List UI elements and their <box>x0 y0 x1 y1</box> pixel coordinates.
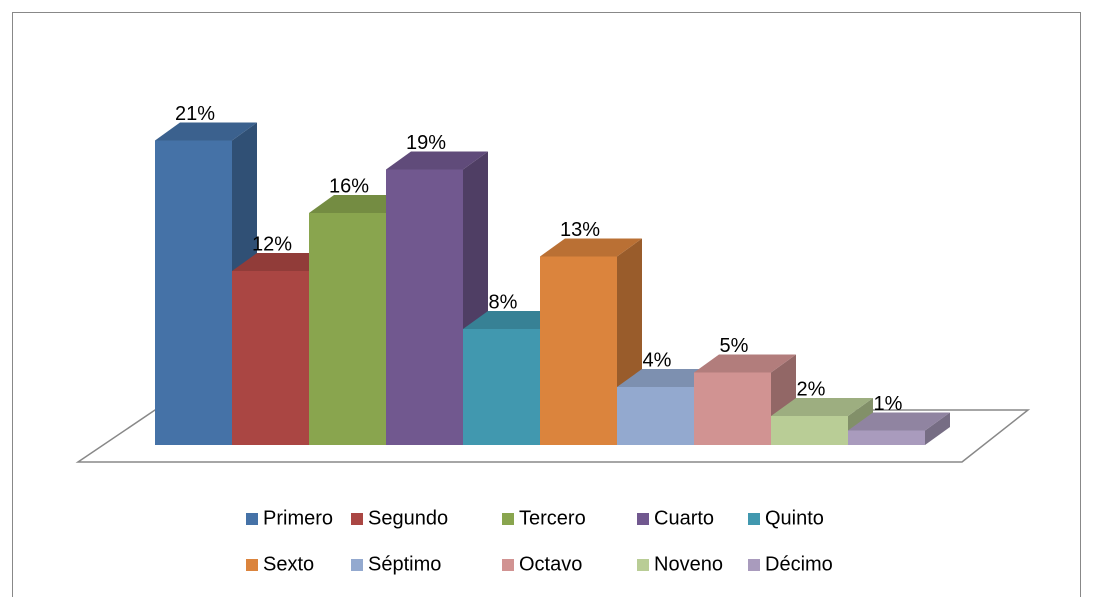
bar <box>309 213 386 445</box>
legend-swatch <box>748 513 760 525</box>
legend-label: Séptimo <box>368 553 441 575</box>
bar <box>617 387 694 445</box>
bar <box>386 169 463 445</box>
bar-top <box>463 311 565 329</box>
bar-top <box>155 122 257 141</box>
data-label: 21% <box>175 103 215 125</box>
legend-label: Noveno <box>654 553 723 575</box>
legend-label: Cuarto <box>654 507 714 529</box>
legend-label: Tercero <box>519 507 586 529</box>
bar-top <box>540 238 642 257</box>
legend-label: Octavo <box>519 553 582 575</box>
bar <box>232 271 309 445</box>
data-label: 19% <box>406 132 446 154</box>
legend-label: Segundo <box>368 507 448 529</box>
bar-top <box>694 354 796 373</box>
legend-label: Primero <box>263 507 333 529</box>
bar-top <box>771 398 873 416</box>
data-label: 1% <box>874 393 903 415</box>
bar <box>694 372 771 445</box>
bar <box>540 256 617 445</box>
legend-swatch <box>637 513 649 525</box>
legend-swatch <box>748 559 760 571</box>
bar-top <box>617 369 719 387</box>
data-label: 16% <box>329 175 369 197</box>
bar-top <box>309 195 411 213</box>
legend-label: Quinto <box>765 507 824 529</box>
data-label: 5% <box>720 335 749 357</box>
legend-swatch <box>502 513 514 525</box>
data-label: 8% <box>489 291 518 313</box>
legend-swatch <box>502 559 514 571</box>
legend-swatch <box>351 559 363 571</box>
legend-label: Sexto <box>263 553 314 575</box>
bar-side <box>925 412 950 445</box>
bar <box>771 416 848 445</box>
legend-label: Décimo <box>765 553 833 575</box>
bar <box>463 329 540 445</box>
legend-swatch <box>637 559 649 571</box>
legend-swatch <box>246 513 258 525</box>
data-label: 13% <box>560 219 600 241</box>
bar <box>848 430 925 445</box>
data-label: 2% <box>797 378 826 400</box>
legend-swatch <box>351 513 363 525</box>
bar-top <box>232 253 334 271</box>
bar-top <box>848 412 950 431</box>
bar <box>155 140 232 445</box>
data-label: 12% <box>252 233 292 255</box>
data-label: 4% <box>643 349 672 371</box>
legend-swatch <box>246 559 258 571</box>
bar-top <box>386 151 488 170</box>
